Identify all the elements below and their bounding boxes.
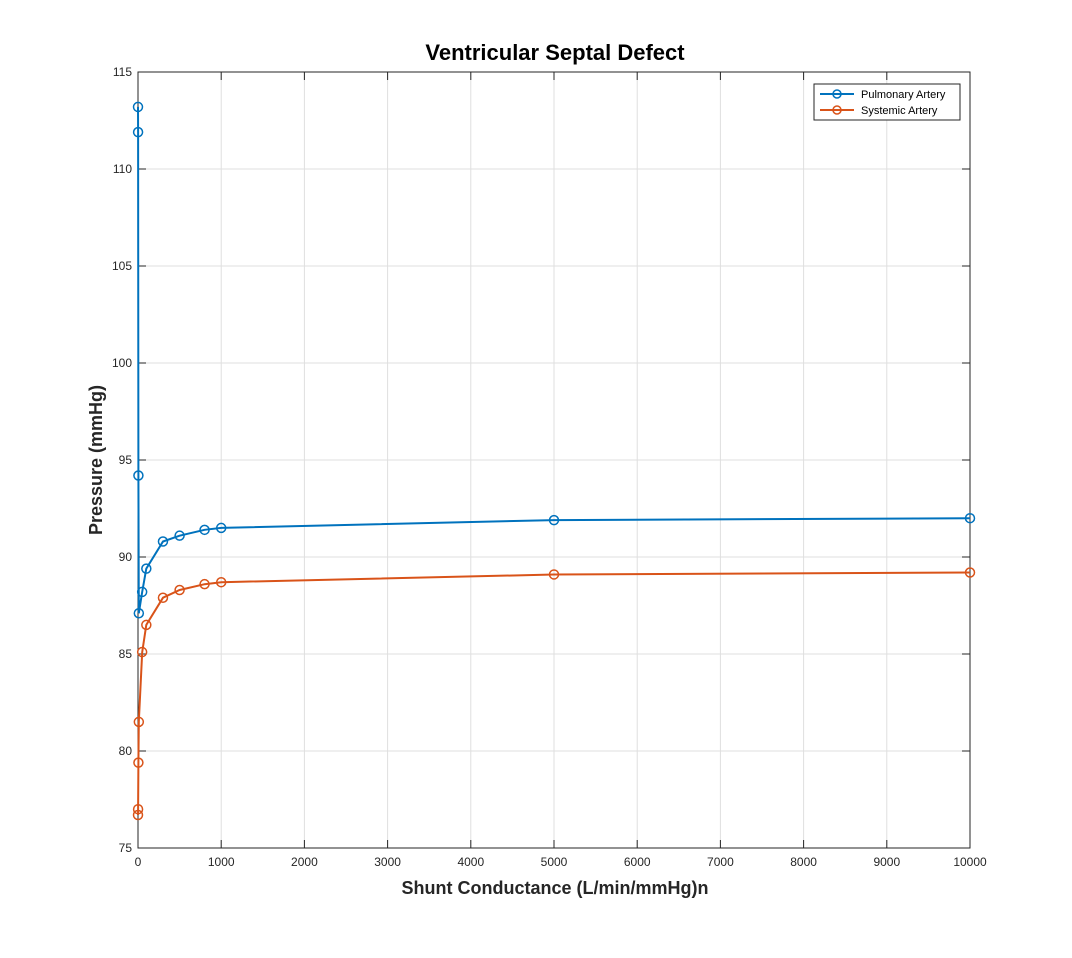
x-tick-label: 10000 bbox=[953, 855, 987, 869]
x-tick-label: 6000 bbox=[624, 855, 651, 869]
y-tick-label: 100 bbox=[112, 356, 132, 370]
y-tick-label: 115 bbox=[113, 65, 132, 79]
data-point bbox=[174, 530, 185, 541]
x-axis-label: Shunt Conductance (L/min/mmHg)n bbox=[402, 878, 709, 898]
y-tick-label: 85 bbox=[119, 647, 133, 661]
data-point bbox=[199, 524, 210, 536]
data-point bbox=[157, 592, 169, 603]
data-point bbox=[133, 716, 145, 728]
data-point bbox=[964, 512, 976, 524]
data-point bbox=[174, 584, 185, 596]
data-point bbox=[136, 586, 148, 598]
legend-item: Systemic Artery bbox=[820, 105, 938, 117]
y-tick-label: 80 bbox=[119, 744, 133, 758]
data-point bbox=[136, 646, 148, 658]
legend-swatch-marker bbox=[832, 89, 842, 99]
x-tick-label: 8000 bbox=[790, 855, 817, 869]
legend-label: Systemic Artery bbox=[861, 105, 938, 117]
x-tick-label: 0 bbox=[135, 855, 142, 869]
y-tick-label: 90 bbox=[119, 550, 133, 564]
legend-label: Pulmonary Artery bbox=[861, 89, 946, 101]
y-axis-label: Pressure (mmHg) bbox=[86, 385, 106, 535]
data-point bbox=[133, 608, 145, 619]
x-tick-label: 7000 bbox=[707, 855, 734, 869]
data-point bbox=[132, 803, 144, 815]
legend-item: Pulmonary Artery bbox=[820, 89, 946, 101]
data-point bbox=[141, 619, 152, 631]
data-point bbox=[132, 126, 144, 138]
x-tick-label: 5000 bbox=[541, 855, 568, 869]
axis-ticks: 0 1000 2000 3000 4000 5000 6000 7000 8000 9000 100… bbox=[112, 65, 987, 869]
data-point bbox=[133, 757, 144, 768]
data-point bbox=[199, 578, 210, 590]
x-tick-label: 1000 bbox=[208, 855, 235, 869]
y-tick-label: 95 bbox=[119, 453, 133, 467]
data-point bbox=[133, 470, 144, 481]
data-point bbox=[141, 563, 152, 574]
data-point bbox=[215, 576, 227, 588]
data-point bbox=[548, 569, 560, 580]
x-tick-label: 9000 bbox=[873, 855, 900, 869]
data-point bbox=[964, 567, 976, 578]
series-line bbox=[137, 106, 971, 614]
series-1 bbox=[132, 567, 976, 821]
x-tick-label: 3000 bbox=[374, 855, 401, 869]
data-point bbox=[548, 514, 560, 526]
chart-title: Ventricular Septal Defect bbox=[425, 40, 685, 65]
data-point bbox=[215, 522, 227, 534]
data-point bbox=[132, 101, 144, 113]
y-tick-label: 105 bbox=[112, 259, 132, 273]
legend: Pulmonary Artery Systemic Artery bbox=[813, 83, 961, 121]
x-tick-label: 2000 bbox=[291, 855, 318, 869]
series-line bbox=[137, 571, 971, 816]
x-tick-label: 4000 bbox=[457, 855, 484, 869]
series bbox=[132, 101, 976, 821]
y-tick-label: 110 bbox=[113, 162, 132, 176]
series-0 bbox=[132, 101, 976, 619]
legend-swatch-marker bbox=[832, 105, 842, 115]
data-point bbox=[132, 809, 144, 821]
data-point bbox=[157, 536, 169, 547]
y-tick-label: 75 bbox=[119, 841, 133, 855]
